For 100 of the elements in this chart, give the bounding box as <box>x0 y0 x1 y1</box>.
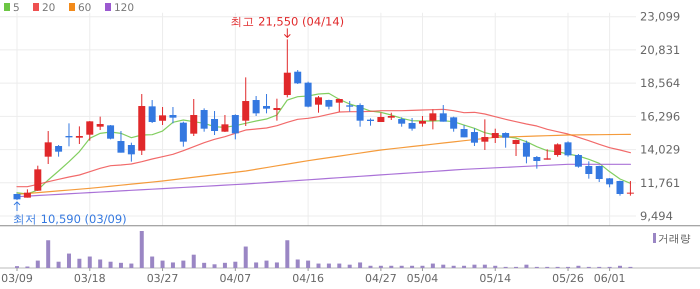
x-tick-label: 05/26 <box>552 272 584 285</box>
candlestick <box>502 132 510 148</box>
bar <box>244 246 248 268</box>
candlestick <box>336 98 343 112</box>
candlestick <box>159 106 166 126</box>
bar <box>524 264 528 268</box>
candlestick <box>86 120 94 142</box>
candlestick <box>34 165 42 192</box>
bar <box>36 260 40 268</box>
candlestick <box>418 116 426 128</box>
candlestick <box>128 142 135 162</box>
bar <box>254 262 258 268</box>
bar <box>430 264 435 268</box>
legend-label: 120 <box>114 2 134 14</box>
candlestick <box>200 108 208 132</box>
x-tick-label: 04/16 <box>292 272 324 285</box>
candlestick <box>65 122 72 147</box>
candlestick <box>117 130 124 154</box>
bar <box>296 259 300 268</box>
candlestick <box>211 110 218 136</box>
candlestick <box>356 102 364 128</box>
bar <box>306 260 310 268</box>
bar <box>441 264 446 268</box>
y-tick-label: 9,494 <box>640 209 673 223</box>
candlestick <box>481 118 488 151</box>
candlestick <box>294 70 302 85</box>
candlestick <box>492 128 499 144</box>
x-tick-label: 04/27 <box>365 272 397 285</box>
candlestick <box>408 118 416 132</box>
legend-label: 20 <box>42 2 56 14</box>
legend-label: 5 <box>13 2 20 14</box>
candlestick <box>284 38 291 98</box>
bar <box>46 240 50 268</box>
candlestick <box>325 99 332 110</box>
candlestick <box>440 104 447 122</box>
candlestick <box>169 106 176 124</box>
annotation: 최저 10,590 (03/09) <box>13 212 127 226</box>
candlestick <box>221 114 228 133</box>
candlestick <box>232 114 239 140</box>
bar <box>348 264 352 268</box>
y-tick-label: 23,099 <box>640 10 680 24</box>
candlestick <box>585 160 592 180</box>
bar <box>129 264 134 268</box>
bar <box>98 259 102 268</box>
bar <box>482 264 487 268</box>
candlestick <box>55 144 62 158</box>
bar <box>358 262 362 268</box>
bar <box>264 260 269 268</box>
candlestick <box>273 98 280 122</box>
bar <box>118 262 123 268</box>
legend-label: 60 <box>78 2 92 14</box>
candlestick <box>626 180 634 196</box>
x-tick-label: 05/04 <box>406 272 438 285</box>
candlestick <box>180 121 187 148</box>
y-tick-label: 18,564 <box>640 76 680 90</box>
x-tick-label: 04/07 <box>219 272 252 285</box>
bar <box>77 258 82 268</box>
candlestick <box>148 100 156 124</box>
bar <box>140 231 144 268</box>
bar <box>170 262 175 268</box>
bar <box>108 262 113 268</box>
x-tick-label: 03/09 <box>1 272 33 285</box>
x-tick-label: 06/01 <box>594 272 626 285</box>
y-tick-label: 20,831 <box>640 42 680 57</box>
candlestick <box>606 178 614 188</box>
candlestick <box>252 96 260 117</box>
candlestick <box>242 76 250 127</box>
candlestick <box>616 180 624 196</box>
x-tick-label: 05/14 <box>479 272 512 285</box>
bar <box>222 262 227 268</box>
candlestick <box>315 96 322 114</box>
bar <box>326 264 331 268</box>
candlestick <box>263 94 270 114</box>
candlestick <box>574 154 582 168</box>
x-tick-label: 03/27 <box>146 272 178 285</box>
bar <box>181 260 186 268</box>
legend-label: 거래량 <box>658 233 691 245</box>
candlestick <box>190 98 198 137</box>
candlestick <box>512 139 520 156</box>
bar <box>160 260 165 268</box>
x-tick-label: 03/18 <box>74 272 106 285</box>
bar <box>192 254 196 268</box>
y-tick-label: 16,296 <box>640 109 680 124</box>
candlestick <box>470 128 478 147</box>
candlestick <box>96 116 104 131</box>
bar <box>337 264 342 268</box>
annotation: 최고 21,550 (04/14) <box>230 14 344 28</box>
bar <box>56 262 61 268</box>
bar <box>274 262 279 268</box>
bar <box>285 240 290 268</box>
bar <box>66 254 71 268</box>
y-tick-label: 14,029 <box>640 142 680 157</box>
candlestick <box>522 140 530 164</box>
candlestick <box>554 142 562 158</box>
bar <box>233 262 238 268</box>
candlestick <box>398 116 406 128</box>
candlestick <box>429 108 436 130</box>
bar <box>88 256 92 268</box>
candlestick <box>596 165 603 182</box>
y-tick-label: 11,761 <box>640 176 680 190</box>
